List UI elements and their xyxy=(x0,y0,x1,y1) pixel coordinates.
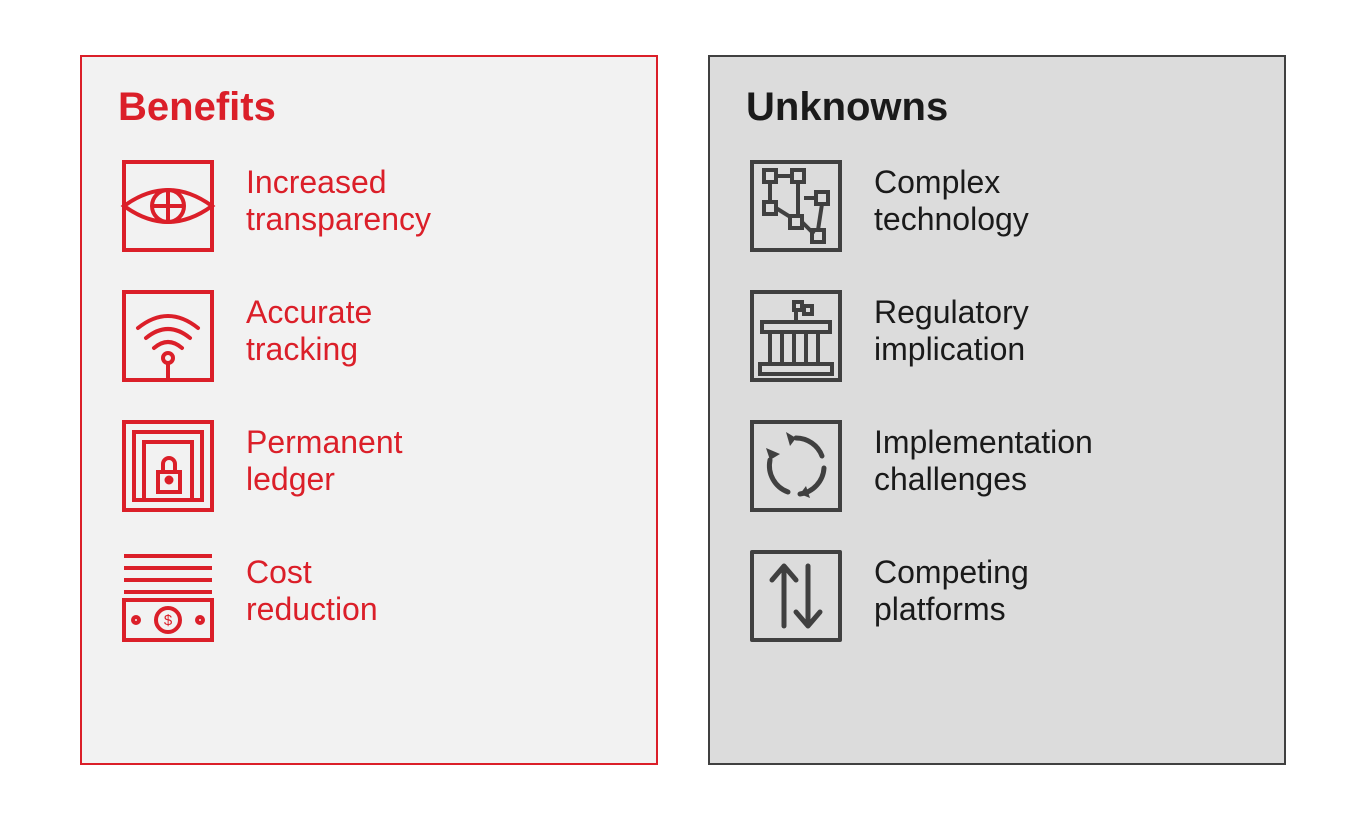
building-icon xyxy=(746,286,846,386)
cost-icon: $ xyxy=(118,546,218,646)
unknown-item-competing: Competingplatforms xyxy=(746,546,1248,646)
eye-icon xyxy=(118,156,218,256)
unknowns-panel: Unknowns xyxy=(708,55,1286,765)
unknown-item-complex: Complextechnology xyxy=(746,156,1248,256)
cycle-icon xyxy=(746,416,846,516)
unknowns-title: Unknowns xyxy=(746,85,1248,130)
benefit-item-cost: $ Costreduction xyxy=(118,546,620,646)
benefits-panel: Benefits Increasedtransparency xyxy=(80,55,658,765)
benefit-item-tracking: Accuratetracking xyxy=(118,286,620,386)
benefits-title: Benefits xyxy=(118,85,620,130)
unknown-label: Competingplatforms xyxy=(874,546,1029,628)
unknown-label: Implementationchallenges xyxy=(874,416,1093,498)
ledger-icon xyxy=(118,416,218,516)
unknown-label: Regulatoryimplication xyxy=(874,286,1029,368)
infographic-container: Benefits Increasedtransparency xyxy=(80,55,1286,765)
benefit-label: Increasedtransparency xyxy=(246,156,431,238)
benefit-label: Permanentledger xyxy=(246,416,403,498)
unknown-label: Complextechnology xyxy=(874,156,1029,238)
network-icon xyxy=(746,156,846,256)
unknown-item-implementation: Implementationchallenges xyxy=(746,416,1248,516)
benefit-item-ledger: Permanentledger xyxy=(118,416,620,516)
benefit-item-transparency: Increasedtransparency xyxy=(118,156,620,256)
arrows-icon xyxy=(746,546,846,646)
benefit-label: Accuratetracking xyxy=(246,286,372,368)
signal-icon xyxy=(118,286,218,386)
benefit-label: Costreduction xyxy=(246,546,378,628)
svg-text:$: $ xyxy=(164,612,173,629)
unknown-item-regulatory: Regulatoryimplication xyxy=(746,286,1248,386)
benefits-items: Increasedtransparency xyxy=(118,156,620,646)
unknowns-items: Complextechnology xyxy=(746,156,1248,646)
